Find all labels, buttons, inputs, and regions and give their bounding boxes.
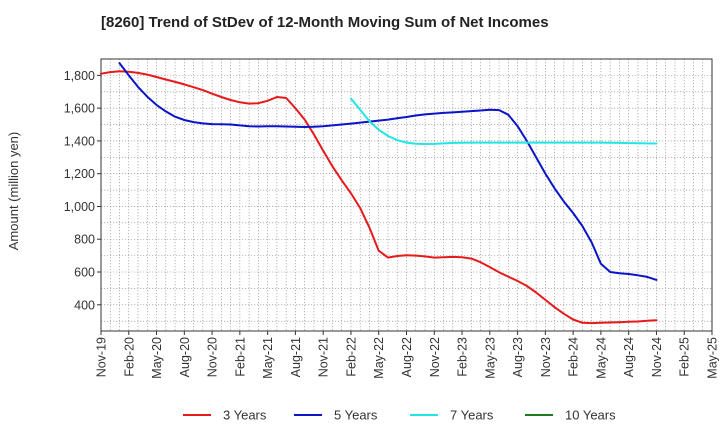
series-line-7-years xyxy=(350,97,658,145)
x-tick-label: Feb-23 xyxy=(456,337,470,377)
x-tick-label: May-23 xyxy=(483,337,497,379)
y-tick-label: 1,400 xyxy=(64,134,95,148)
legend-label: 5 Years xyxy=(334,408,378,423)
x-tick-label: Feb-22 xyxy=(344,337,358,377)
vertical-gridlines xyxy=(109,59,704,331)
y-tick-label: 800 xyxy=(74,233,95,247)
y-tick-label: 1,000 xyxy=(64,200,95,214)
y-tick-label: 1,800 xyxy=(64,69,95,83)
x-tick-label: Feb-20 xyxy=(122,337,136,377)
x-tick-label: Nov-19 xyxy=(95,337,109,377)
x-tick-label: May-20 xyxy=(150,337,164,379)
x-tick-label: Aug-21 xyxy=(289,337,303,377)
x-tick-label: Feb-24 xyxy=(567,337,581,377)
y-tick-label: 1,600 xyxy=(64,102,95,116)
series-line-3-years xyxy=(100,70,658,325)
x-tick-label: Nov-20 xyxy=(206,337,220,377)
x-tick-label: Aug-20 xyxy=(178,337,192,377)
x-tick-label: Nov-21 xyxy=(317,337,331,377)
legend-label: 3 Years xyxy=(223,408,267,423)
legend-label: 7 Years xyxy=(450,408,494,423)
x-tick-label: Nov-24 xyxy=(650,337,664,377)
series-lines xyxy=(100,62,658,325)
x-tick-label: May-22 xyxy=(372,337,386,379)
legend: 3 Years 5 Years 7 Years 10 Years xyxy=(183,408,616,423)
y-tick-label: 400 xyxy=(74,298,95,312)
x-tick-label: Nov-23 xyxy=(539,337,553,377)
y-tick-label: 1,200 xyxy=(64,167,95,181)
x-tick-label: Aug-23 xyxy=(511,337,525,377)
x-tick-label: Aug-22 xyxy=(400,337,414,377)
series-line-5-years xyxy=(118,62,658,281)
x-tick-label: May-24 xyxy=(594,337,608,379)
x-tick-label: Aug-24 xyxy=(622,337,636,377)
x-tick-label: May-21 xyxy=(261,337,275,379)
x-tick-label: Nov-22 xyxy=(428,337,442,377)
chart-title: [8260] Trend of StDev of 12-Month Moving… xyxy=(101,14,549,31)
legend-label: 10 Years xyxy=(565,408,616,423)
x-tick-label: Feb-25 xyxy=(678,337,692,377)
x-tick-label: Feb-21 xyxy=(233,337,247,377)
x-tick-label: May-25 xyxy=(706,337,720,379)
y-tick-label: 600 xyxy=(74,266,95,280)
y-axis-label: Amount (million yen) xyxy=(6,132,21,251)
y-axis-tick-labels: 400 600 800 1,000 1,200 1,400 1,600 1,800 xyxy=(64,69,101,312)
x-axis-tick-labels: Nov-19 Feb-20 May-20 Aug-20 Nov-20 Feb-21 May-… xyxy=(95,331,720,379)
